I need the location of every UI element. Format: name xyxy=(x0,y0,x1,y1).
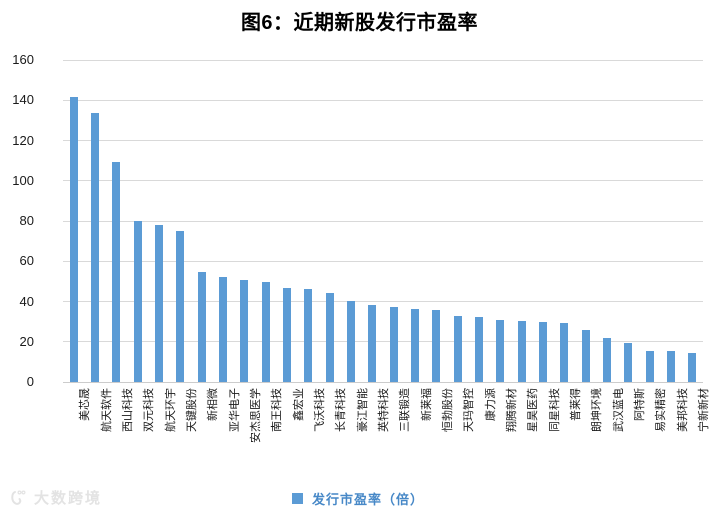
x-tick-label: 双元科技 xyxy=(143,388,156,432)
x-tick-label: 宁新新材 xyxy=(697,388,710,432)
y-tick-label: 80 xyxy=(19,213,34,228)
bar-阿特斯 xyxy=(624,343,633,382)
bar-武汉蓝电 xyxy=(603,338,611,382)
gridline-y-20 xyxy=(63,341,703,343)
watermark-text: 大数跨境 xyxy=(34,490,103,507)
bar-三联锻造 xyxy=(389,306,398,382)
x-tick-label: 美芯晟 xyxy=(79,388,92,421)
legend: 发行市盈率（倍） xyxy=(292,489,424,508)
x-tick-label: 英特科技 xyxy=(377,388,390,432)
bar-亚华电子 xyxy=(219,276,227,382)
bar-航天环宇 xyxy=(155,225,163,382)
bar-新相微 xyxy=(197,271,206,382)
y-tick-label: 0 xyxy=(26,374,34,389)
bar-西山科技 xyxy=(112,162,121,382)
y-tick-label: 120 xyxy=(12,132,34,148)
x-axis-labels: 美芯晟 航天软件 西山科技 双元科技 航天环宇 天键股份 新相微 亚华电子 安杰思医学 南王科技鑫… xyxy=(63,387,710,479)
bar-南王科技 xyxy=(261,281,270,382)
bar-星昊医药 xyxy=(517,321,526,382)
x-tick-label: 美邦科技 xyxy=(676,388,689,432)
x-tick-label: 天键股份 xyxy=(185,388,198,432)
gridline-y-160 xyxy=(63,59,703,61)
bar-鑫宏业 xyxy=(283,288,291,382)
watermark-logo-icon xyxy=(8,488,30,508)
x-tick-label: 南王科技 xyxy=(271,388,284,432)
chart-title: 图6：近期新股发行市盈率 xyxy=(240,12,479,34)
bar-新莱福 xyxy=(411,309,419,382)
x-tick-label: 鑫宏业 xyxy=(292,388,305,421)
bar-恒勃股份 xyxy=(432,309,441,382)
gridline-y-60 xyxy=(63,260,703,262)
bar-飞沃科技 xyxy=(304,288,313,382)
x-tick-label: 武汉蓝电 xyxy=(612,388,625,432)
gridline-y-140 xyxy=(63,99,703,101)
x-tick-label: 阿特斯 xyxy=(633,388,646,421)
x-tick-label: 航天软件 xyxy=(100,388,113,432)
bar-普莱得 xyxy=(560,323,569,382)
x-tick-label: 恒勃股份 xyxy=(441,388,454,432)
y-tick-label: 160 xyxy=(12,52,34,67)
legend-swatch-icon xyxy=(292,493,303,504)
bar-美芯晟 xyxy=(69,96,78,382)
x-tick-label: 三联锻造 xyxy=(399,388,412,432)
x-tick-label: 航天环宇 xyxy=(164,388,177,432)
gridline-y-0 xyxy=(63,381,703,383)
gridline-y-40 xyxy=(63,301,703,302)
bar-长青科技 xyxy=(325,293,334,382)
x-tick-label: 易实精密 xyxy=(655,388,668,432)
bar-朗坤环境 xyxy=(581,329,590,382)
x-tick-label: 星昊医药 xyxy=(527,388,540,432)
bar-天键股份 xyxy=(176,230,185,382)
bar-康力源 xyxy=(475,317,483,382)
gridline-y-80 xyxy=(63,220,703,222)
x-tick-label: 同星科技 xyxy=(548,388,561,432)
bar-同星科技 xyxy=(539,322,547,382)
bar-易实精密 xyxy=(645,350,654,382)
bar-翔腾新材 xyxy=(496,319,505,382)
x-tick-label: 西山科技 xyxy=(121,388,134,432)
x-tick-label: 天玛智控 xyxy=(463,388,476,432)
x-tick-label: 飞沃科技 xyxy=(313,388,326,432)
x-tick-label: 豪江智能 xyxy=(356,388,369,432)
y-tick-label: 140 xyxy=(12,92,34,108)
y-tick-label: 100 xyxy=(12,172,34,188)
bar-航天软件 xyxy=(91,112,99,382)
x-tick-label: 亚华电子 xyxy=(228,388,241,432)
bar-双元科技 xyxy=(133,221,142,382)
bar-宁新新材 xyxy=(688,353,697,382)
x-tick-label: 安杰思医学 xyxy=(249,388,262,443)
x-tick-label: 普莱得 xyxy=(569,388,582,421)
bar-豪江智能 xyxy=(347,300,355,382)
legend-label: 发行市盈率（倍） xyxy=(312,492,425,507)
gridline-y-100 xyxy=(63,180,703,182)
bar-美邦科技 xyxy=(667,350,675,382)
y-tick-label: 20 xyxy=(19,333,34,349)
bar-英特科技 xyxy=(368,304,377,382)
y-tick-label: 40 xyxy=(19,293,34,309)
y-tick-label: 60 xyxy=(19,253,34,269)
plot-area: 160 140 120 100 80 60 40 20 0 xyxy=(12,52,703,389)
x-tick-label: 新相微 xyxy=(207,388,220,421)
bar-安杰思医学 xyxy=(240,279,249,382)
watermark: 大数跨境 xyxy=(8,487,102,508)
x-tick-label: 新莱福 xyxy=(420,388,433,421)
x-tick-label: 朗坤环境 xyxy=(591,388,604,432)
x-tick-label: 翔腾新材 xyxy=(505,388,518,432)
gridline-y-120 xyxy=(63,140,703,141)
bar-天玛智控 xyxy=(453,315,462,382)
x-tick-label: 长青科技 xyxy=(335,388,348,432)
x-tick-label: 康力源 xyxy=(484,388,497,421)
